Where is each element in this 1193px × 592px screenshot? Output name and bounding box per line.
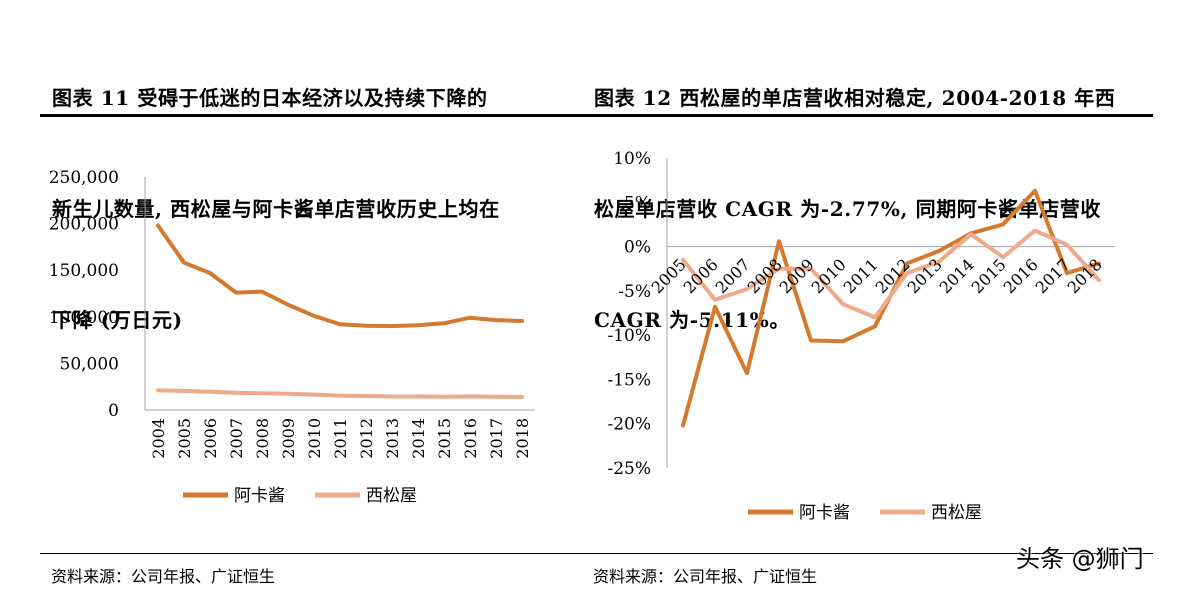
- x-tick-label: 2007: [227, 418, 246, 459]
- x-tick-label: 2011: [331, 418, 350, 459]
- legend-label: 阿卡酱: [799, 503, 850, 523]
- x-tick-label: 2013: [383, 418, 402, 459]
- series-line-nishimatsuya: [681, 228, 1101, 320]
- left-title-line-3: 下降 (万日元): [52, 308, 183, 332]
- y-tick-label: 50,000: [60, 354, 119, 374]
- x-tick-label: 2005: [175, 418, 194, 459]
- series-line-nishimatsuya: [156, 388, 524, 399]
- legend-label: 西松屋: [931, 503, 982, 523]
- x-tick-label: 2017: [487, 418, 506, 459]
- right-line-chart: -25%-20%-15%-10%-5%0%5%10%20052006200720…: [607, 149, 1115, 523]
- y-tick-label: -20%: [607, 415, 651, 435]
- y-tick-label: 0: [108, 401, 119, 421]
- series-line-akachan: [156, 223, 524, 329]
- right-title-line-1: 图表 12 西松屋的单店营收相对稳定, 2004-2018 年西: [594, 86, 1116, 110]
- x-tick-label: 2012: [357, 418, 376, 459]
- x-tick-label: 2010: [305, 418, 324, 459]
- source-right: 资料来源：公司年报、广证恒生: [593, 567, 818, 586]
- watermark: 头条 @狮门: [1016, 545, 1144, 573]
- x-tick-label: 2018: [1064, 255, 1106, 297]
- x-tick-label: 2015: [968, 255, 1010, 297]
- y-tick-label: -15%: [607, 370, 651, 390]
- y-tick-label: 100,000: [49, 308, 119, 328]
- x-tick-label: 2011: [840, 255, 882, 297]
- y-tick-label: 0%: [624, 238, 651, 258]
- x-tick-label: 2016: [1000, 255, 1042, 297]
- right-chart-title: 图表 12 西松屋的单店营收相对稳定, 2004-2018 年西 松屋单店营收 …: [594, 6, 1154, 376]
- left-line-chart: 0 50,000 100,000 150,000 200,000 250,000 2004 2…: [49, 168, 535, 506]
- bottom-rule: [40, 553, 1153, 554]
- legend-label: 西松屋: [366, 486, 417, 506]
- x-tick-label: 2008: [744, 255, 786, 297]
- series-line-akachan: [681, 188, 1101, 428]
- y-tick-label: 150,000: [49, 261, 119, 281]
- x-tick-label: 2004: [149, 418, 168, 459]
- x-tick-label: 2009: [279, 418, 298, 459]
- y-tick-label: -25%: [607, 459, 651, 479]
- source-left: 资料来源：公司年报、广证恒生: [51, 567, 276, 586]
- x-tick-label: 2014: [409, 418, 428, 459]
- y-tick-label: 10%: [613, 149, 651, 169]
- x-tick-label: 2015: [435, 418, 454, 459]
- x-tick-label: 2017: [1032, 255, 1074, 297]
- x-tick-label: 2016: [461, 418, 480, 459]
- legend-label: 阿卡酱: [234, 486, 285, 506]
- top-rule: [40, 114, 1153, 117]
- left-title-line-2: 新生儿数量, 西松屋与阿卡酱单店营收历史上均在: [52, 197, 500, 221]
- left-title-line-1: 图表 11 受碍于低迷的日本经济以及持续下降的: [52, 86, 488, 110]
- y-tick-label: 200,000: [49, 215, 119, 235]
- x-tick-label: 2006: [201, 418, 220, 459]
- y-tick-label: -5%: [618, 282, 651, 302]
- y-tick-label: 5%: [624, 193, 651, 213]
- y-tick-label: 250,000: [49, 168, 119, 188]
- y-tick-label: -10%: [607, 326, 651, 346]
- left-chart-title: 图表 11 受碍于低迷的日本经济以及持续下降的 新生儿数量, 西松屋与阿卡酱单店…: [52, 6, 577, 376]
- x-tick-label: 2008: [253, 418, 272, 459]
- x-tick-label: 2018: [513, 418, 532, 459]
